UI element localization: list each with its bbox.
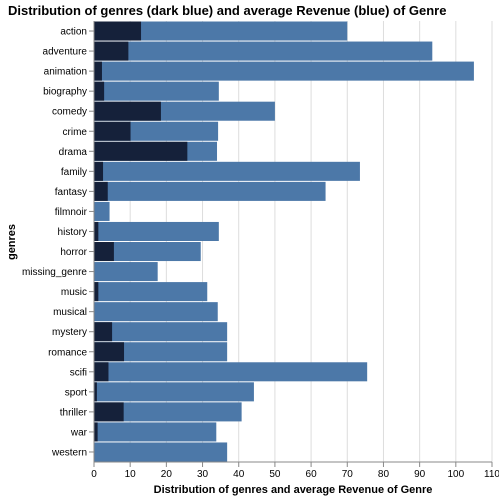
distribution-bar-family <box>94 161 104 181</box>
distribution-bar-fantasy <box>94 181 108 201</box>
x-tick-label: 30 <box>197 469 209 480</box>
x-tick-label: 50 <box>269 469 281 480</box>
revenue-bar-scifi <box>94 362 368 382</box>
y-tick-label: fantasy <box>55 187 87 198</box>
y-tick-label: filmnoir <box>55 207 88 218</box>
x-tick-label: 0 <box>91 469 97 480</box>
x-tick-label: 70 <box>342 469 354 480</box>
distribution-bar-mystery <box>94 322 113 342</box>
y-tick-label: missing_genre <box>22 267 87 278</box>
distribution-bar-music <box>94 282 99 302</box>
y-tick-label: drama <box>59 147 88 158</box>
y-axis-title: genres <box>6 224 18 260</box>
revenue-bar-filmnoir <box>94 201 110 221</box>
x-tick-label: 20 <box>161 469 173 480</box>
y-tick-label: scifi <box>70 367 87 378</box>
distribution-bar-biography <box>94 81 105 101</box>
revenue-bar-history <box>94 221 219 241</box>
revenue-bar-thriller <box>94 402 242 422</box>
revenue-bar-fantasy <box>94 181 326 201</box>
distribution-bar-horror <box>94 242 114 262</box>
revenue-bar-romance <box>94 342 228 362</box>
distribution-bar-animation <box>94 61 102 81</box>
x-tick-label: 40 <box>233 469 245 480</box>
chart-title: Distribution of genres (dark blue) and a… <box>8 3 446 18</box>
y-tick-label: musical <box>53 307 87 318</box>
y-tick-label: war <box>70 427 88 438</box>
revenue-bar-sport <box>94 382 254 402</box>
distribution-bar-crime <box>94 121 131 141</box>
y-tick-label: biography <box>43 87 87 98</box>
y-tick-label: western <box>51 447 87 458</box>
y-tick-label: crime <box>63 127 88 138</box>
y-tick-label: comedy <box>52 107 87 118</box>
revenue-bar-musical <box>94 302 218 322</box>
y-tick-label: romance <box>48 347 87 358</box>
y-tick-label: thriller <box>60 407 88 418</box>
y-tick-label: animation <box>44 67 87 78</box>
y-tick-label: history <box>58 227 87 238</box>
y-tick-label: horror <box>60 247 87 258</box>
y-tick-label: adventure <box>43 47 88 58</box>
revenue-bar-animation <box>94 61 474 81</box>
revenue-bar-mystery <box>94 322 228 342</box>
x-tick-label: 110 <box>484 469 499 480</box>
distribution-bar-romance <box>94 342 125 362</box>
x-tick-label: 10 <box>125 469 137 480</box>
bars <box>94 21 474 462</box>
x-tick-label: 90 <box>414 469 426 480</box>
x-tick-label: 60 <box>306 469 318 480</box>
revenue-bar-horror <box>94 242 201 262</box>
distribution-bar-history <box>94 221 99 241</box>
x-axis-title: Distribution of genres and average Reven… <box>154 484 433 496</box>
revenue-bar-biography <box>94 81 219 101</box>
y-axis: action adventure animation biography comedy c… <box>22 21 95 462</box>
revenue-bar-music <box>94 282 208 302</box>
y-tick-label: mystery <box>52 327 87 338</box>
revenue-bar-family <box>94 161 360 181</box>
distribution-bar-action <box>94 21 142 41</box>
distribution-bar-sport <box>94 382 97 402</box>
y-tick-label: sport <box>65 387 87 398</box>
y-tick-label: action <box>60 27 87 38</box>
distribution-bar-scifi <box>94 362 109 382</box>
x-tick-label: 100 <box>447 469 464 480</box>
distribution-bar-comedy <box>94 101 161 121</box>
distribution-bar-adventure <box>94 41 129 61</box>
y-tick-label: music <box>61 287 87 298</box>
x-axis: 0 10 20 30 40 50 60 70 80 90 100 110 <box>91 461 499 480</box>
revenue-bar-western <box>94 442 228 462</box>
revenue-bar-adventure <box>94 41 433 61</box>
distribution-bar-drama <box>94 141 188 161</box>
revenue-bar-war <box>94 422 217 442</box>
x-tick-label: 80 <box>378 469 390 480</box>
revenue-bar-missing_genre <box>94 262 158 282</box>
distribution-bar-war <box>94 422 98 442</box>
y-tick-label: family <box>61 167 87 178</box>
distribution-bar-thriller <box>94 402 124 422</box>
revenue-bar-action <box>94 21 348 41</box>
